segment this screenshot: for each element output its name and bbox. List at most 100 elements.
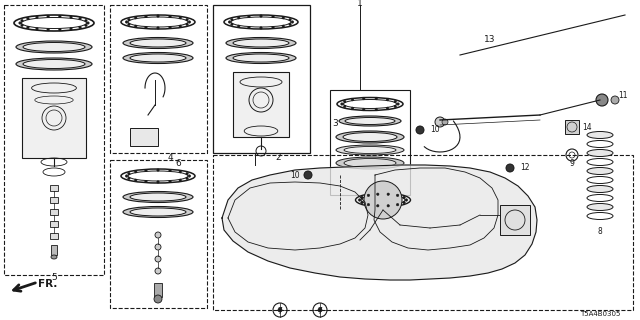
Circle shape (155, 268, 161, 274)
Bar (50, 185, 58, 191)
Circle shape (318, 308, 322, 312)
Ellipse shape (123, 206, 193, 218)
Circle shape (387, 193, 389, 196)
Circle shape (169, 169, 172, 172)
Circle shape (367, 194, 370, 196)
Ellipse shape (336, 145, 404, 155)
Ellipse shape (587, 167, 613, 174)
Circle shape (396, 194, 399, 196)
Text: 7: 7 (278, 308, 282, 316)
Ellipse shape (336, 131, 404, 143)
Circle shape (70, 16, 72, 18)
Ellipse shape (233, 54, 289, 62)
Circle shape (128, 23, 130, 26)
Bar (154, 283, 162, 297)
Circle shape (248, 26, 250, 29)
Circle shape (396, 204, 399, 206)
Circle shape (282, 17, 284, 19)
Circle shape (179, 171, 181, 173)
Ellipse shape (343, 132, 397, 141)
Ellipse shape (51, 255, 57, 259)
Circle shape (125, 175, 128, 177)
Circle shape (186, 23, 188, 26)
Bar (130, 128, 158, 146)
Ellipse shape (16, 58, 92, 70)
Circle shape (36, 16, 38, 18)
Circle shape (351, 99, 354, 101)
Circle shape (145, 15, 147, 18)
Ellipse shape (364, 181, 402, 219)
Circle shape (21, 24, 23, 27)
Circle shape (169, 15, 172, 18)
Circle shape (84, 20, 87, 22)
Circle shape (344, 100, 346, 103)
Circle shape (376, 204, 379, 207)
Circle shape (128, 172, 130, 175)
Bar (50, 197, 58, 203)
Ellipse shape (16, 41, 92, 53)
Ellipse shape (587, 186, 613, 193)
Circle shape (36, 28, 38, 30)
Circle shape (84, 24, 87, 27)
Circle shape (362, 108, 365, 111)
Bar (213, 5, 310, 153)
Circle shape (405, 199, 408, 201)
Circle shape (157, 169, 159, 171)
Circle shape (260, 15, 262, 17)
Bar (110, 5, 207, 153)
Circle shape (278, 308, 282, 312)
Circle shape (403, 196, 405, 199)
Circle shape (375, 97, 378, 100)
Circle shape (157, 27, 159, 29)
Bar (233, 72, 289, 137)
Circle shape (442, 119, 448, 125)
Circle shape (506, 164, 514, 172)
Circle shape (344, 105, 346, 108)
Ellipse shape (233, 39, 289, 47)
Circle shape (79, 17, 81, 20)
Circle shape (361, 196, 363, 199)
Text: 5: 5 (51, 274, 57, 283)
Text: 10: 10 (291, 171, 300, 180)
Circle shape (169, 180, 172, 183)
Ellipse shape (344, 158, 396, 167)
Circle shape (188, 21, 191, 23)
Bar (50, 233, 58, 239)
Circle shape (155, 232, 161, 238)
Text: FR.: FR. (38, 279, 58, 289)
Text: 3: 3 (332, 118, 338, 127)
Circle shape (596, 94, 608, 106)
Ellipse shape (226, 37, 296, 49)
Ellipse shape (130, 208, 186, 216)
Circle shape (231, 19, 233, 21)
Text: 1: 1 (357, 0, 363, 9)
Circle shape (145, 169, 147, 172)
Ellipse shape (226, 52, 296, 63)
Circle shape (157, 15, 159, 17)
Circle shape (179, 17, 181, 19)
Circle shape (179, 179, 181, 181)
Bar (4, 5, 104, 275)
Bar (50, 221, 58, 227)
Circle shape (289, 23, 291, 26)
Circle shape (272, 26, 274, 29)
Bar (500, 205, 530, 235)
Ellipse shape (345, 117, 395, 124)
Bar (22, 78, 86, 158)
Ellipse shape (130, 39, 186, 47)
Circle shape (375, 108, 378, 111)
Circle shape (611, 96, 619, 104)
Circle shape (134, 25, 137, 28)
Circle shape (228, 21, 231, 23)
Circle shape (79, 26, 81, 28)
Circle shape (351, 107, 354, 109)
Circle shape (157, 181, 159, 183)
Polygon shape (222, 165, 537, 280)
Circle shape (237, 17, 240, 19)
Circle shape (27, 17, 29, 20)
Bar (213, 155, 633, 310)
Circle shape (237, 25, 240, 28)
Ellipse shape (123, 191, 193, 203)
Text: 2: 2 (275, 154, 281, 163)
Circle shape (70, 28, 72, 30)
